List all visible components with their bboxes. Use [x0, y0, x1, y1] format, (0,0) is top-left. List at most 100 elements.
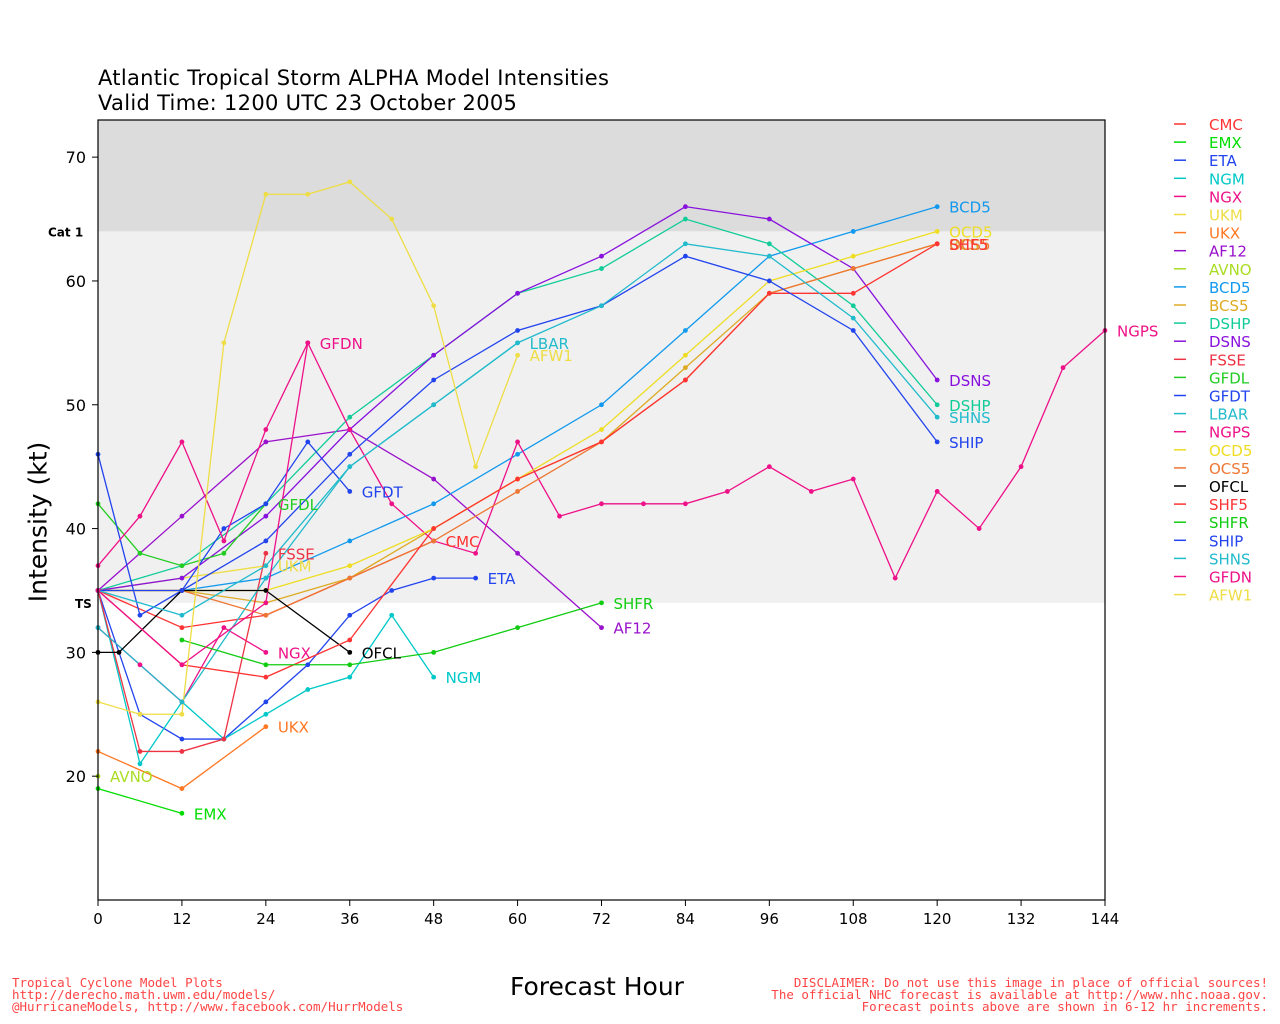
point-dshp [850, 303, 856, 309]
point-eta [263, 699, 269, 705]
point-shns [934, 414, 940, 420]
point-ngps [641, 501, 646, 507]
x-tick-label: 84 [676, 910, 695, 928]
y-tick-label: 70 [66, 148, 86, 167]
series-label-ofcl: OFCL [362, 644, 402, 662]
legend-label-dshp: DSHP [1209, 315, 1250, 333]
point-shfr [263, 662, 269, 668]
point-afw1 [263, 191, 269, 197]
point-ocs5 [263, 612, 269, 618]
point-gfdt [221, 526, 227, 531]
point-eta [347, 612, 353, 618]
series-label-emx: EMX [194, 805, 227, 823]
series-label-shns: SHNS [949, 409, 991, 427]
point-ngps [724, 489, 730, 494]
legend-label-bcs5: BCS5 [1209, 297, 1249, 315]
point-gfdl [179, 563, 185, 569]
point-ngm [305, 687, 311, 692]
series-label-gfdl: GFDL [278, 496, 319, 514]
legend-label-afw1: AFW1 [1209, 587, 1252, 605]
series-label-fsse: FSSE [278, 545, 315, 563]
legend-label-shf5: SHF5 [1209, 496, 1248, 514]
point-ship [431, 377, 437, 383]
series-label-af12: AF12 [614, 620, 652, 638]
point-af12 [179, 513, 185, 519]
x-tick-label: 24 [256, 910, 275, 928]
point-af12 [599, 625, 604, 631]
point-cmc [179, 625, 185, 631]
legend-label-emx: EMX [1209, 134, 1242, 152]
point-afw1 [221, 340, 227, 346]
point-ngps [808, 489, 814, 494]
point-ngps [179, 439, 185, 445]
x-tick-label: 96 [760, 910, 779, 928]
point-bcd5 [599, 402, 604, 408]
point-shns [179, 612, 185, 618]
point-shns [766, 253, 772, 259]
series-label-gfdt: GFDT [362, 483, 404, 501]
legend-label-ukm: UKM [1209, 207, 1243, 225]
series-label-gfdn: GFDN [320, 335, 363, 353]
point-shf5 [934, 241, 940, 247]
legend-label-shfr: SHFR [1209, 514, 1249, 532]
series-label-ngm: NGM [446, 669, 482, 687]
legend-label-ngx: NGX [1209, 188, 1242, 206]
disclaimer-line-1: DISCLAIMER: Do not use this image in pla… [793, 975, 1268, 990]
y-tick-label: 60 [66, 272, 86, 291]
point-gfdn [305, 340, 311, 346]
point-ship [263, 538, 269, 544]
point-fsse [263, 550, 269, 556]
point-ocs5 [431, 538, 437, 544]
point-ngm [389, 612, 395, 618]
point-dsns [263, 513, 269, 519]
point-af12 [515, 550, 520, 556]
point-shf5 [599, 439, 604, 445]
legend-label-cmc: CMC [1209, 116, 1243, 134]
point-dshp [766, 241, 772, 247]
band-label: TS [75, 597, 92, 611]
footer-left-line-1: Tropical Cyclone Model Plots [12, 975, 223, 990]
point-afw1 [305, 191, 311, 197]
point-ngm [347, 674, 353, 680]
series-label-shf5: SHF5 [949, 236, 988, 254]
point-emx [179, 810, 185, 816]
point-lbar [179, 699, 185, 705]
series-label-dshp: DSHP [949, 397, 990, 415]
point-shns [347, 464, 353, 470]
point-gfdl [221, 550, 227, 556]
point-ngps [976, 526, 982, 531]
x-tick-label: 12 [172, 910, 191, 928]
point-dsns [599, 253, 604, 259]
x-tick-label: 72 [592, 910, 611, 928]
point-dsns [179, 575, 185, 581]
x-tick-label: 0 [93, 910, 103, 928]
point-ngps [892, 575, 898, 581]
point-ocs5 [347, 575, 353, 581]
point-ship [179, 588, 185, 593]
point-shns [599, 303, 604, 309]
point-ship [850, 328, 856, 333]
point-lbar [263, 575, 269, 581]
legend-label-ngm: NGM [1209, 170, 1245, 188]
point-dshp [934, 402, 940, 408]
disclaimer-line-3: Forecast points above are shown in 6-12 … [861, 999, 1268, 1014]
point-shf5 [263, 674, 269, 680]
legend-label-af12: AF12 [1209, 243, 1247, 261]
point-afw1 [179, 711, 185, 717]
series-line-eta [97, 577, 476, 740]
legend-label-bcd5: BCD5 [1209, 279, 1251, 297]
point-shfr [179, 637, 185, 643]
point-shns [683, 241, 688, 247]
point-ngps [1018, 464, 1024, 470]
y-tick-label: 30 [66, 643, 86, 662]
series-label-ukx: UKX [278, 719, 309, 737]
point-dsns [934, 377, 940, 383]
point-ngx [263, 649, 269, 655]
series-label-ngx: NGX [278, 644, 311, 662]
band-label: Cat 1 [48, 225, 83, 239]
point-ship [347, 451, 353, 457]
point-shf5 [515, 476, 520, 482]
x-axis-title: Forecast Hour [510, 972, 684, 1001]
x-tick-label: 132 [1007, 910, 1036, 928]
